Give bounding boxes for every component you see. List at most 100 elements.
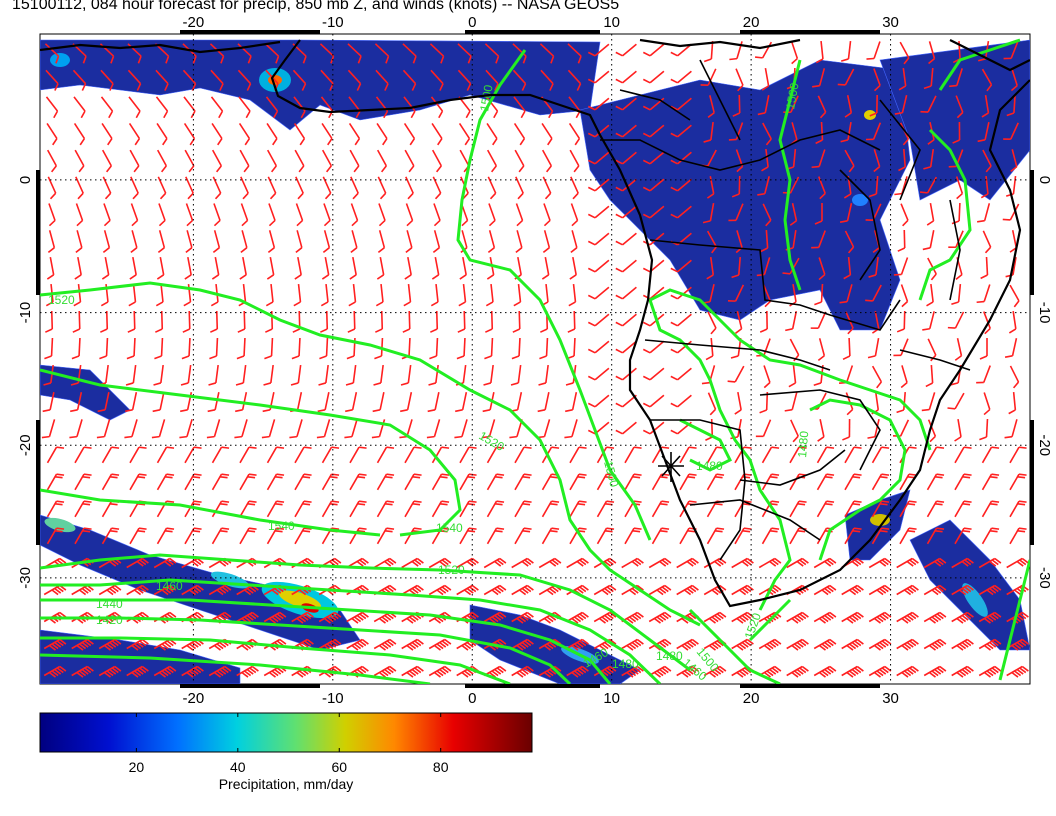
wind-barb <box>129 446 147 464</box>
wind-barb <box>976 284 991 304</box>
wind-barb <box>487 230 496 254</box>
wind-barb <box>184 473 202 491</box>
wind-barb <box>642 421 665 435</box>
wind-barb <box>347 310 356 333</box>
wind-barb <box>727 365 745 383</box>
wind-barb <box>648 557 672 569</box>
wind-barb <box>1005 175 1017 197</box>
wind-barb <box>321 149 333 173</box>
wind-barb <box>1009 500 1027 518</box>
wind-barb <box>897 229 906 252</box>
wind-barb <box>514 527 532 545</box>
wind-barb <box>871 527 890 545</box>
wind-barb <box>587 124 610 138</box>
wind-barb <box>928 41 936 65</box>
wind-barb <box>514 149 525 173</box>
wind-barb <box>349 446 367 464</box>
wind-barb <box>539 43 555 64</box>
wind-barb <box>459 446 477 464</box>
wind-barb <box>454 419 468 439</box>
wind-barb <box>762 203 772 227</box>
wind-barb <box>235 364 247 386</box>
wind-barb <box>735 68 744 92</box>
wind-barb <box>707 392 717 416</box>
wind-barb <box>156 446 175 464</box>
contour-label: 1500 <box>601 459 622 489</box>
wind-barb <box>318 364 329 386</box>
wind-barb <box>569 149 580 173</box>
wind-barb <box>265 96 279 119</box>
wind-barb <box>981 68 993 92</box>
wind-barb <box>925 364 934 388</box>
wind-barb <box>900 203 909 227</box>
wind-barb <box>127 310 136 333</box>
wind-barb <box>981 446 1000 464</box>
wind-barb <box>373 665 397 678</box>
wind-barb <box>843 256 852 280</box>
wind-barb <box>293 283 302 307</box>
wind-barb <box>401 584 424 596</box>
wind-barb <box>46 149 58 173</box>
wind-barb <box>587 151 610 165</box>
contour-label: 1520 <box>438 563 465 577</box>
wind-barb <box>43 665 67 678</box>
wind-barb <box>428 638 452 651</box>
wind-barb <box>1009 473 1027 491</box>
wind-barb <box>567 43 582 64</box>
wind-barb <box>565 392 578 413</box>
wind-barb <box>124 419 138 439</box>
wind-barb <box>648 611 672 624</box>
wind-barb <box>295 203 304 227</box>
wind-barb <box>155 96 169 119</box>
wind-barb <box>126 638 149 651</box>
wind-barb <box>211 123 223 146</box>
wind-barb <box>41 419 56 439</box>
lat-tick-right: -30 <box>1036 567 1053 589</box>
wind-barb <box>790 41 799 65</box>
colorbar-tick-label: 20 <box>129 759 145 775</box>
wind-barb <box>842 418 851 441</box>
map-grid <box>40 34 1030 684</box>
wind-barb <box>267 176 277 200</box>
lon-tick-top: 20 <box>743 14 760 31</box>
wind-barb <box>676 584 699 596</box>
wind-barb <box>786 638 809 651</box>
wind-barb <box>869 94 878 117</box>
wind-barb <box>593 584 617 596</box>
wind-barb <box>615 151 637 165</box>
wind-barb <box>539 337 549 360</box>
wind-barb <box>157 230 166 254</box>
wind-barb <box>922 230 935 251</box>
wind-barb <box>615 205 637 219</box>
wind-barb <box>182 310 191 333</box>
wind-barb <box>43 638 67 651</box>
lon-tick-top: -20 <box>183 14 205 31</box>
wind-barb <box>74 257 82 280</box>
wind-barb <box>782 257 800 275</box>
wind-barb <box>951 557 974 569</box>
wind-barb <box>703 121 714 143</box>
wind-barb <box>731 611 754 624</box>
wind-barb <box>428 557 452 569</box>
wind-barb <box>642 178 665 192</box>
lat-tick-left: -30 <box>17 567 34 589</box>
wind-barb <box>757 95 770 116</box>
wind-barb <box>238 123 251 146</box>
wind-barb <box>129 527 147 545</box>
wind-barb <box>43 584 67 596</box>
wind-barb <box>706 256 715 280</box>
wind-barb <box>1006 665 1029 678</box>
contour-label: 1500 <box>783 81 801 110</box>
wind-barb <box>102 176 112 200</box>
wind-barb <box>294 446 312 464</box>
wind-barb <box>179 419 193 439</box>
wind-barb <box>515 203 524 227</box>
wind-barb <box>350 176 359 200</box>
wind-barb <box>923 611 947 624</box>
wind-barb <box>430 69 444 91</box>
wind-barb <box>266 446 285 464</box>
wind-barb <box>459 257 467 280</box>
wind-barb <box>541 527 560 545</box>
wind-barb <box>896 584 919 596</box>
wind-barb <box>844 446 862 464</box>
